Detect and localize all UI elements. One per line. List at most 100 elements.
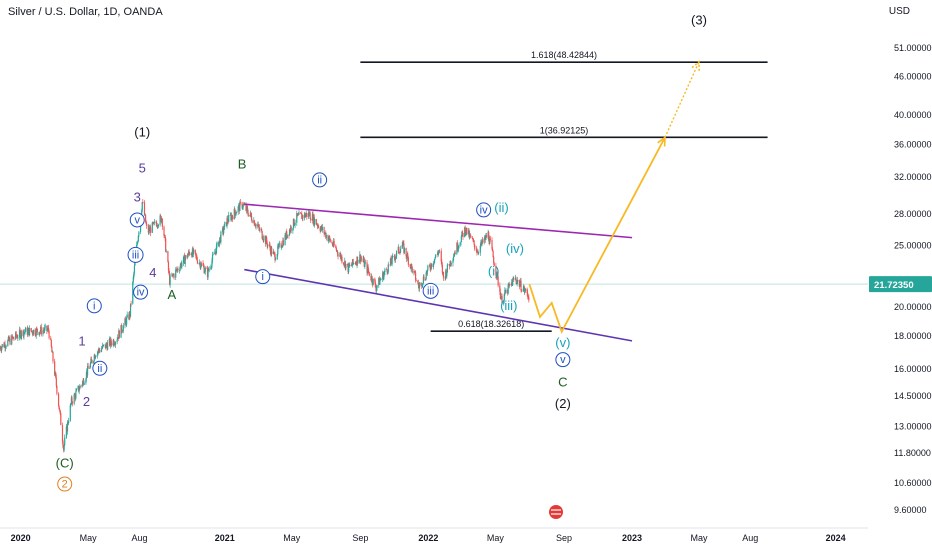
- candle-body: [237, 206, 239, 213]
- wave-label: 1: [78, 334, 85, 349]
- candle-body: [472, 238, 474, 241]
- candle-body: [501, 296, 503, 305]
- candle-body: [39, 332, 41, 335]
- candle-body: [390, 258, 392, 263]
- candle-body: [379, 279, 382, 281]
- candle-body: [103, 344, 105, 346]
- candle-body: [448, 264, 450, 266]
- candle-body: [232, 216, 234, 220]
- candle-body: [325, 234, 327, 238]
- fib-level-label: 0.618(18.32618): [458, 319, 524, 329]
- candle-body: [130, 303, 132, 305]
- candle-body: [329, 236, 331, 239]
- candle-body: [102, 345, 104, 346]
- candle-body: [300, 212, 302, 214]
- candle-body: [19, 329, 21, 332]
- wave-label: i: [262, 271, 264, 283]
- candle-body: [114, 342, 117, 345]
- candle-body: [452, 256, 455, 261]
- candle-body: [43, 330, 45, 332]
- candle-body: [271, 247, 273, 254]
- wave-label: iv: [137, 287, 145, 299]
- wave-label: i: [93, 300, 95, 312]
- wave-label: (iv): [506, 241, 524, 256]
- candle-body: [468, 230, 470, 238]
- candle-body: [280, 243, 282, 248]
- price-tick-label: 10.60000: [894, 478, 932, 488]
- candle-body: [512, 279, 514, 286]
- candle-body: [102, 345, 104, 349]
- candle-body: [195, 255, 197, 257]
- candle-body: [337, 253, 339, 257]
- candle-body: [156, 223, 158, 227]
- candle-body: [142, 202, 144, 203]
- candle-body: [278, 243, 281, 245]
- candle-body: [432, 263, 435, 267]
- candle-body: [272, 251, 274, 254]
- candle-body: [223, 229, 225, 234]
- candle-body: [352, 259, 354, 264]
- candle-body: [320, 228, 322, 232]
- candle-body: [152, 222, 155, 224]
- candle-body: [235, 212, 238, 214]
- wave-label: (3): [691, 12, 707, 27]
- candle-body: [75, 391, 77, 399]
- candle-body: [293, 218, 295, 226]
- candle-body: [13, 338, 15, 340]
- candle-body: [24, 331, 26, 333]
- candle-body: [165, 238, 167, 252]
- candle-body: [396, 250, 398, 256]
- candle-body: [426, 269, 428, 274]
- candle-body: [469, 233, 471, 238]
- candle-body: [491, 239, 493, 249]
- candle-body: [133, 272, 135, 277]
- candle-body: [507, 284, 509, 294]
- candle-body: [433, 258, 436, 263]
- candle-body: [207, 268, 209, 278]
- candle-body: [465, 232, 467, 234]
- candle-body: [144, 214, 147, 223]
- candle-body: [216, 242, 218, 246]
- candle-body: [519, 284, 521, 287]
- wave-label: (v): [555, 335, 570, 350]
- candle-body: [69, 405, 71, 421]
- candle-body: [0, 347, 2, 350]
- candle-body: [81, 384, 83, 387]
- candle-body: [48, 330, 50, 339]
- candle-body: [458, 245, 460, 247]
- candle-body: [376, 285, 378, 288]
- candle-body: [442, 272, 445, 278]
- wave-label-circle: [476, 202, 492, 218]
- channel-upper-line: [244, 203, 633, 239]
- candle-body: [418, 284, 421, 289]
- candle-body: [454, 252, 456, 254]
- candle-body: [129, 303, 132, 317]
- candle-body: [250, 215, 253, 221]
- candle-body: [461, 231, 464, 233]
- candle-body: [374, 278, 376, 283]
- candle-body: [497, 276, 499, 286]
- candle-body: [184, 258, 186, 264]
- candle-body: [503, 294, 505, 301]
- candle-body: [284, 234, 286, 246]
- candle-body: [75, 389, 78, 392]
- candle-body: [181, 263, 183, 267]
- candle-body: [187, 254, 189, 258]
- wave-label-circle: [129, 212, 145, 228]
- candle-body: [226, 218, 228, 227]
- candle-body: [333, 241, 335, 246]
- candle-body: [16, 336, 18, 339]
- wave-label: (iii): [500, 298, 517, 313]
- candle-body: [460, 236, 462, 243]
- last-price-label: 21.72350: [874, 280, 914, 291]
- candle-body: [293, 224, 296, 226]
- candle-body: [208, 269, 210, 271]
- wave-label: v: [134, 214, 140, 226]
- candle-body: [478, 252, 480, 254]
- candle-body: [415, 280, 417, 282]
- candle-body: [454, 252, 456, 256]
- candle-body: [528, 297, 530, 301]
- candle-body: [488, 232, 490, 241]
